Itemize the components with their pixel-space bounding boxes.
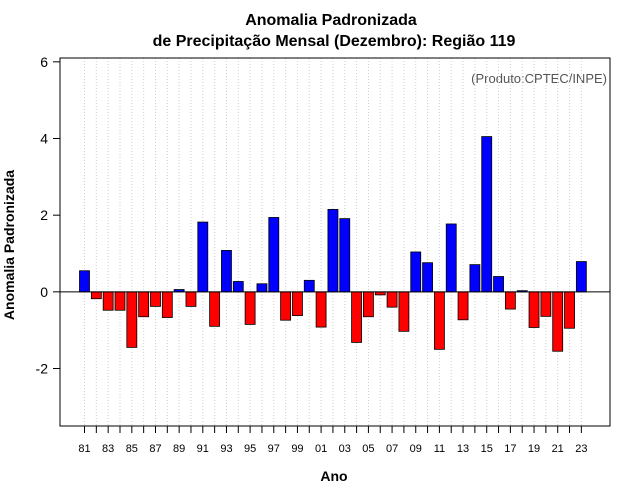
bar-1982	[90, 291, 102, 300]
bars	[79, 136, 587, 352]
plot-frame	[59, 57, 611, 427]
bar-1997	[268, 217, 280, 293]
chart-title-line1: Anomalia Padronizada	[245, 12, 417, 29]
x-tick-label: 91	[197, 443, 209, 455]
bar-1983	[102, 291, 114, 311]
bar-2015	[481, 136, 493, 293]
bar-2003	[339, 218, 351, 293]
x-tick-label: 19	[528, 443, 540, 455]
bar-1990	[185, 291, 197, 307]
bar-1992	[209, 291, 221, 327]
bar-1995	[244, 291, 256, 325]
y-axis-label: Anomalia Padronizada	[1, 170, 17, 320]
y-tick-label: 2	[40, 207, 48, 223]
bar-2000	[303, 279, 315, 293]
x-tick-label: 99	[291, 443, 303, 455]
bar-2008	[398, 291, 410, 332]
bar-1999	[292, 291, 303, 316]
bar-2010	[422, 262, 433, 293]
bar-2021	[552, 291, 564, 352]
x-tick-label: 15	[481, 443, 493, 455]
y-tick-label: -2	[36, 361, 49, 377]
bar-2020	[540, 291, 552, 317]
bar-2016	[493, 276, 504, 293]
x-tick-label: 21	[552, 443, 564, 455]
bar-1987	[150, 291, 161, 307]
chart-credit: (Produto:CPTEC/INPE)	[471, 71, 607, 86]
bar-2002	[327, 209, 339, 293]
x-tick-label: 05	[362, 443, 374, 455]
bar-1998	[280, 291, 292, 321]
y-tick-label: 0	[40, 284, 48, 300]
x-tick-label: 17	[504, 443, 516, 455]
x-tick-label: 07	[386, 443, 398, 455]
bar-2001	[315, 291, 327, 328]
bar-1993	[221, 250, 232, 293]
x-tick-label: 89	[173, 443, 185, 455]
bar-1994	[232, 281, 244, 293]
y-axis: -2 0 2 4 6	[36, 54, 60, 377]
bar-1988	[161, 291, 173, 318]
x-tick-label: 01	[315, 443, 327, 455]
bar-2012	[445, 223, 457, 293]
bar-2023	[575, 261, 587, 293]
x-tick-label: 03	[339, 443, 351, 455]
bar-2014	[469, 264, 481, 293]
bar-1985	[126, 291, 138, 348]
bar-2004	[351, 291, 362, 343]
x-tick-label: 95	[244, 443, 256, 455]
x-tick-label: 83	[102, 443, 114, 455]
bar-2019	[528, 291, 540, 328]
x-axis-label: Ano	[320, 468, 347, 484]
bar-1986	[138, 291, 150, 318]
bar-2011	[433, 291, 445, 350]
bar-2022	[564, 291, 575, 329]
x-tick-label: 81	[78, 443, 90, 455]
bar-1996	[256, 283, 268, 293]
bar-2017	[504, 291, 516, 310]
bar-2013	[457, 291, 469, 321]
bar-2005	[363, 291, 374, 318]
x-axis: 81 83 85 87 89 91 93 95 97 99 01 03 05 07 09 11 13 15 17 19…	[78, 426, 587, 455]
x-tick-label: 23	[575, 443, 587, 455]
x-tick-label: 97	[268, 443, 280, 455]
y-tick-label: 4	[40, 131, 48, 147]
x-tick-label: 87	[149, 443, 161, 455]
y-tick-label: 6	[40, 54, 48, 70]
x-tick-label: 93	[220, 443, 232, 455]
bar-1981	[79, 270, 90, 293]
bar-1991	[197, 221, 209, 293]
x-tick-label: 13	[457, 443, 469, 455]
x-tick-label: 11	[434, 443, 445, 455]
x-tick-label: 09	[410, 443, 422, 455]
bar-2009	[410, 251, 422, 293]
bar-2007	[386, 291, 398, 308]
chart-title-line2: de Precipitação Mensal (Dezembro): Regiã…	[153, 33, 516, 50]
bar-1984	[114, 291, 126, 311]
x-tick-label: 85	[126, 443, 138, 455]
